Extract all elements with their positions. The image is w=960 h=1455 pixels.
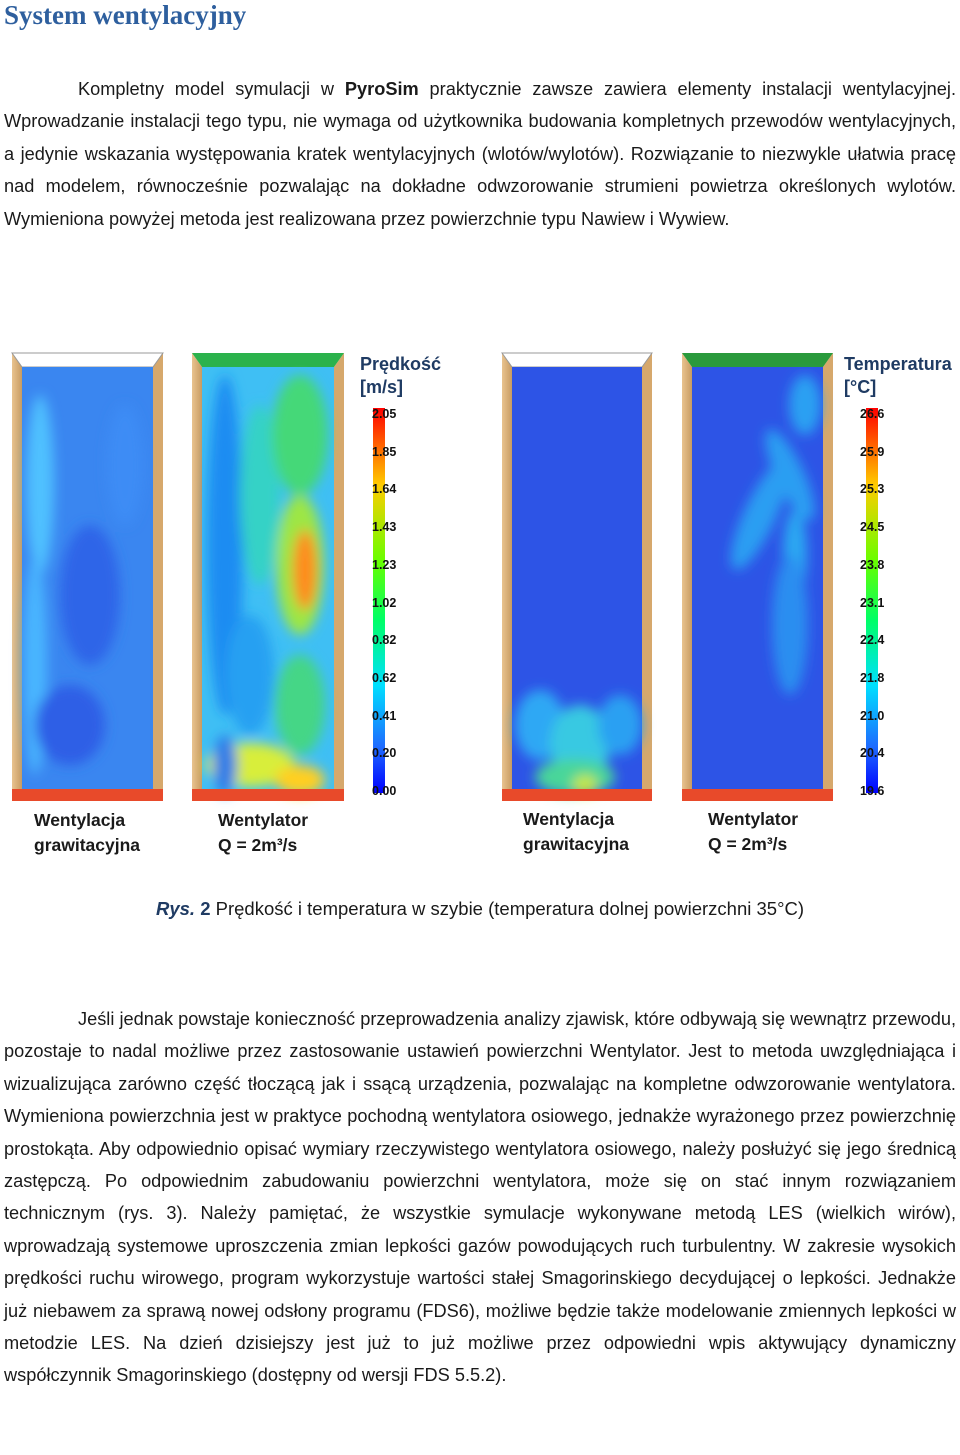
velocity-colorbar <box>373 408 385 793</box>
velocity-tick: 0.82 <box>372 633 397 648</box>
temperature-tick: 25.3 <box>860 482 885 497</box>
temperature-tick: 22.4 <box>860 633 885 648</box>
label-b-line2: Q = 2m³/s <box>218 835 298 855</box>
velocity-legend-title: Prędkość <box>360 354 442 374</box>
label-d-line1: Wentylator <box>708 809 799 829</box>
caption-number: 2 <box>200 898 211 919</box>
temperature-tick: 21.0 <box>860 708 885 723</box>
velocity-tick: 0.41 <box>372 708 397 723</box>
temperature-tick: 25.9 <box>860 444 885 459</box>
caption-text: Prędkość i temperatura w szybie (tempera… <box>210 898 804 919</box>
para2-text: Jeśli jednak powstaje konieczność przepr… <box>4 1009 956 1386</box>
body-paragraph: Jeśli jednak powstaje konieczność przepr… <box>4 1003 956 1392</box>
panel-temperature-fan <box>682 353 833 801</box>
temperature-legend-title: Temperatura <box>844 354 952 374</box>
page-title: System wentylacyjny <box>4 0 247 30</box>
velocity-legend-unit: [m/s] <box>360 377 404 397</box>
label-a-line1: Wentylacja <box>34 810 126 830</box>
temperature-tick: 21.8 <box>860 670 885 685</box>
label-a-line2: grawitacyjna <box>34 835 141 855</box>
para1-text-end: praktycznie zawsze zawiera elementy inst… <box>4 79 956 229</box>
label-c-line2: grawitacyjna <box>523 834 630 854</box>
velocity-tick: 1.85 <box>372 444 397 459</box>
velocity-tick: 1.64 <box>372 482 397 497</box>
intro-paragraph: Kompletny model symulacji w PyroSim prak… <box>4 73 956 235</box>
label-d-line2: Q = 2m³/s <box>708 834 788 854</box>
temperature-tick: 19.6 <box>860 784 885 798</box>
velocity-tick: 1.23 <box>372 557 397 572</box>
caption-label: Rys. <box>155 898 196 919</box>
para1-text-start: Kompletny model symulacji w <box>78 79 345 99</box>
velocity-tick: 0.62 <box>372 670 397 685</box>
temperature-colorbar <box>866 408 878 793</box>
pyrosim-name: PyroSim <box>344 79 419 99</box>
temperature-tick: 23.8 <box>860 557 885 572</box>
temperature-tick: 24.5 <box>860 520 885 535</box>
velocity-tick: 0.20 <box>372 746 397 761</box>
temperature-tick: 23.1 <box>860 595 885 610</box>
figure-caption: Rys. 2 Prędkość i temperatura w szybie (… <box>0 898 960 920</box>
label-c-line1: Wentylacja <box>523 809 615 829</box>
temperature-tick: 20.4 <box>860 746 885 761</box>
velocity-tick: 1.02 <box>372 595 397 610</box>
velocity-tick: 1.43 <box>372 520 397 535</box>
temperature-tick: 26.6 <box>860 407 885 421</box>
velocity-tick: 2.05 <box>372 407 397 421</box>
figure-velocity-temperature: Prędkość [m/s] Temperatura [°C] 2.05 1.85… <box>0 345 960 865</box>
panel-velocity-fan <box>192 353 344 801</box>
simulation-panels <box>11 352 878 801</box>
panel-velocity-gravitational <box>11 352 164 801</box>
temperature-legend-unit: [°C] <box>844 377 877 397</box>
label-b-line1: Wentylator <box>218 810 309 830</box>
panel-temperature-gravitational <box>501 352 653 801</box>
velocity-tick: 0.00 <box>372 784 397 798</box>
